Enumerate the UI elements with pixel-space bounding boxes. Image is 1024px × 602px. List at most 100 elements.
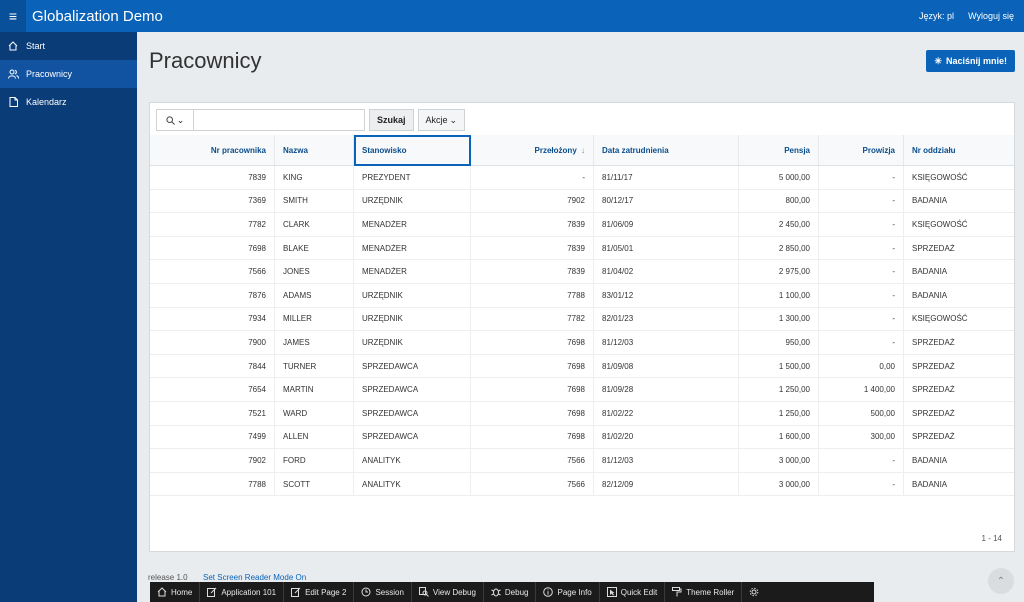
cell-manager: 7839 bbox=[470, 212, 594, 237]
report-region: ⌄ Szukaj Akcje ⌄ Nr pracownika Nazwa Sta… bbox=[149, 102, 1015, 552]
column-header-job[interactable]: Stanowisko bbox=[353, 135, 471, 166]
column-header-hiredate[interactable]: Data zatrudnienia bbox=[593, 135, 739, 166]
chevron-down-icon: ⌄ bbox=[449, 114, 458, 125]
scroll-to-top-button[interactable]: ⌃ bbox=[988, 568, 1014, 594]
table-row: 7369 SMITH URZĘDNIK 7902 80/12/17 800,00- BADA… bbox=[150, 189, 1014, 214]
edit-icon bbox=[291, 587, 301, 597]
cell-salary: 1 100,00 bbox=[738, 283, 819, 308]
cell-commission: 0,00 bbox=[818, 354, 904, 379]
cell-manager: 7698 bbox=[470, 401, 594, 426]
cell-manager: 7902 bbox=[470, 189, 594, 214]
logout-link[interactable]: Wyloguj się bbox=[968, 11, 1014, 21]
cell-department: BADANIA bbox=[903, 189, 1014, 214]
cell-salary: 1 300,00 bbox=[738, 307, 819, 332]
cell-empno: 7900 bbox=[150, 330, 275, 355]
cell-commission: - bbox=[818, 212, 904, 237]
dev-settings-button[interactable] bbox=[742, 582, 766, 602]
employees-table: Nr pracownika Nazwa Stanowisko Przełożon… bbox=[150, 135, 1014, 497]
sidebar-item-pracownicy[interactable]: Pracownicy bbox=[0, 60, 137, 88]
screen-reader-link[interactable]: Set Screen Reader Mode On bbox=[203, 573, 307, 582]
cursor-icon bbox=[606, 587, 617, 597]
dev-theme-roller-label: Theme Roller bbox=[686, 587, 735, 597]
dev-theme-roller-button[interactable]: Theme Roller bbox=[665, 582, 743, 602]
column-header-empno[interactable]: Nr pracownika bbox=[150, 135, 275, 166]
cell-salary: 1 250,00 bbox=[738, 401, 819, 426]
table-row: 7876 ADAMS URZĘDNIK 7788 83/01/12 1 100,00- BA… bbox=[150, 283, 1014, 308]
sidebar-item-kalendarz[interactable]: Kalendarz bbox=[0, 88, 137, 116]
dev-application-button[interactable]: Application 101 bbox=[200, 582, 285, 602]
cell-department: SPRZEDAŻ bbox=[903, 236, 1014, 261]
dev-page-info-button[interactable]: Page Info bbox=[536, 582, 600, 602]
cell-name: SMITH bbox=[274, 189, 354, 214]
cell-empno: 7902 bbox=[150, 448, 275, 473]
cell-empno: 7934 bbox=[150, 307, 275, 332]
cell-salary: 5 000,00 bbox=[738, 165, 819, 190]
chevron-down-icon: ⌄ bbox=[176, 114, 185, 125]
table-row: 7566 JONES MENADŻER 7839 81/04/02 2 975,00- BA… bbox=[150, 259, 1014, 284]
cell-name: WARD bbox=[274, 401, 354, 426]
search-input[interactable] bbox=[194, 110, 364, 130]
press-me-button[interactable]: ✳ Naciśnij mnie! bbox=[926, 50, 1015, 72]
cell-name: TURNER bbox=[274, 354, 354, 379]
cell-department: BADANIA bbox=[903, 472, 1014, 497]
actions-label: Akcje bbox=[425, 115, 448, 125]
dev-edit-page-button[interactable]: Edit Page 2 bbox=[284, 582, 355, 602]
actions-button[interactable]: Akcje ⌄ bbox=[417, 109, 466, 131]
cell-name: JONES bbox=[274, 259, 354, 284]
press-me-label: Naciśnij mnie! bbox=[945, 56, 1007, 66]
cell-salary: 2 975,00 bbox=[738, 259, 819, 284]
dev-session-button[interactable]: Session bbox=[354, 582, 412, 602]
dev-home-button[interactable]: Home bbox=[150, 582, 201, 602]
hamburger-icon[interactable]: ≡ bbox=[0, 0, 26, 32]
table-row: 7902 FORD ANALITYK 7566 81/12/03 3 000,00- BAD… bbox=[150, 448, 1014, 473]
cell-manager: 7698 bbox=[470, 425, 594, 450]
language-link[interactable]: Język: pl bbox=[919, 11, 955, 21]
report-toolbar: ⌄ Szukaj Akcje ⌄ bbox=[156, 109, 466, 131]
top-bar: ≡ Globalization Demo Język: pl Wyloguj s… bbox=[0, 0, 1024, 32]
cell-salary: 1 250,00 bbox=[738, 377, 819, 402]
bug-icon bbox=[491, 588, 501, 597]
cell-department: KSIĘGOWOŚĆ bbox=[903, 212, 1014, 237]
gear-icon bbox=[749, 587, 759, 597]
app-title[interactable]: Globalization Demo bbox=[32, 7, 163, 25]
column-header-commission[interactable]: Prowizja bbox=[818, 135, 904, 166]
cell-manager: 7698 bbox=[470, 354, 594, 379]
dev-debug-button[interactable]: Debug bbox=[484, 582, 537, 602]
cell-department: SPRZEDAŻ bbox=[903, 330, 1014, 355]
cell-commission: - bbox=[818, 307, 904, 332]
cell-department: KSIĘGOWOŚĆ bbox=[903, 165, 1014, 190]
sort-descending-icon: ↓ bbox=[581, 145, 585, 155]
cell-manager: 7782 bbox=[470, 307, 594, 332]
cell-manager: 7566 bbox=[470, 472, 594, 497]
cell-name: KING bbox=[274, 165, 354, 190]
cell-manager: - bbox=[470, 165, 594, 190]
table-row: 7782 CLARK MENADŻER 7839 81/06/09 2 450,00- KS… bbox=[150, 212, 1014, 237]
cell-empno: 7369 bbox=[150, 189, 275, 214]
dev-view-debug-button[interactable]: View Debug bbox=[412, 582, 484, 602]
sidebar-item-start[interactable]: Start bbox=[0, 32, 137, 60]
dev-quick-edit-button[interactable]: Quick Edit bbox=[600, 582, 666, 602]
dev-view-debug-label: View Debug bbox=[432, 587, 476, 597]
cell-salary: 1 600,00 bbox=[738, 425, 819, 450]
table-row: 7499 ALLEN SPRZEDAWCA 7698 81/02/20 1 600,00 3… bbox=[150, 425, 1014, 450]
cell-salary: 2 850,00 bbox=[738, 236, 819, 261]
search-box: ⌄ bbox=[156, 109, 365, 131]
cell-manager: 7839 bbox=[470, 259, 594, 284]
paint-roller-icon bbox=[672, 587, 682, 597]
cell-name: BLAKE bbox=[274, 236, 354, 261]
cell-name: ADAMS bbox=[274, 283, 354, 308]
home-icon bbox=[6, 41, 20, 51]
column-header-manager[interactable]: Przełożony ↓ bbox=[470, 135, 594, 166]
search-column-selector[interactable]: ⌄ bbox=[157, 110, 194, 130]
search-button[interactable]: Szukaj bbox=[369, 109, 414, 131]
column-header-name[interactable]: Nazwa bbox=[274, 135, 354, 166]
column-header-department[interactable]: Nr oddziału bbox=[903, 135, 1014, 166]
column-header-salary[interactable]: Pensja bbox=[738, 135, 819, 166]
pagination-info: 1 - 14 bbox=[981, 534, 1002, 543]
cell-commission: - bbox=[818, 448, 904, 473]
cell-department: BADANIA bbox=[903, 259, 1014, 284]
cell-manager: 7698 bbox=[470, 330, 594, 355]
cell-hiredate: 81/11/17 bbox=[593, 165, 739, 190]
cell-hiredate: 81/12/03 bbox=[593, 330, 739, 355]
cell-empno: 7788 bbox=[150, 472, 275, 497]
